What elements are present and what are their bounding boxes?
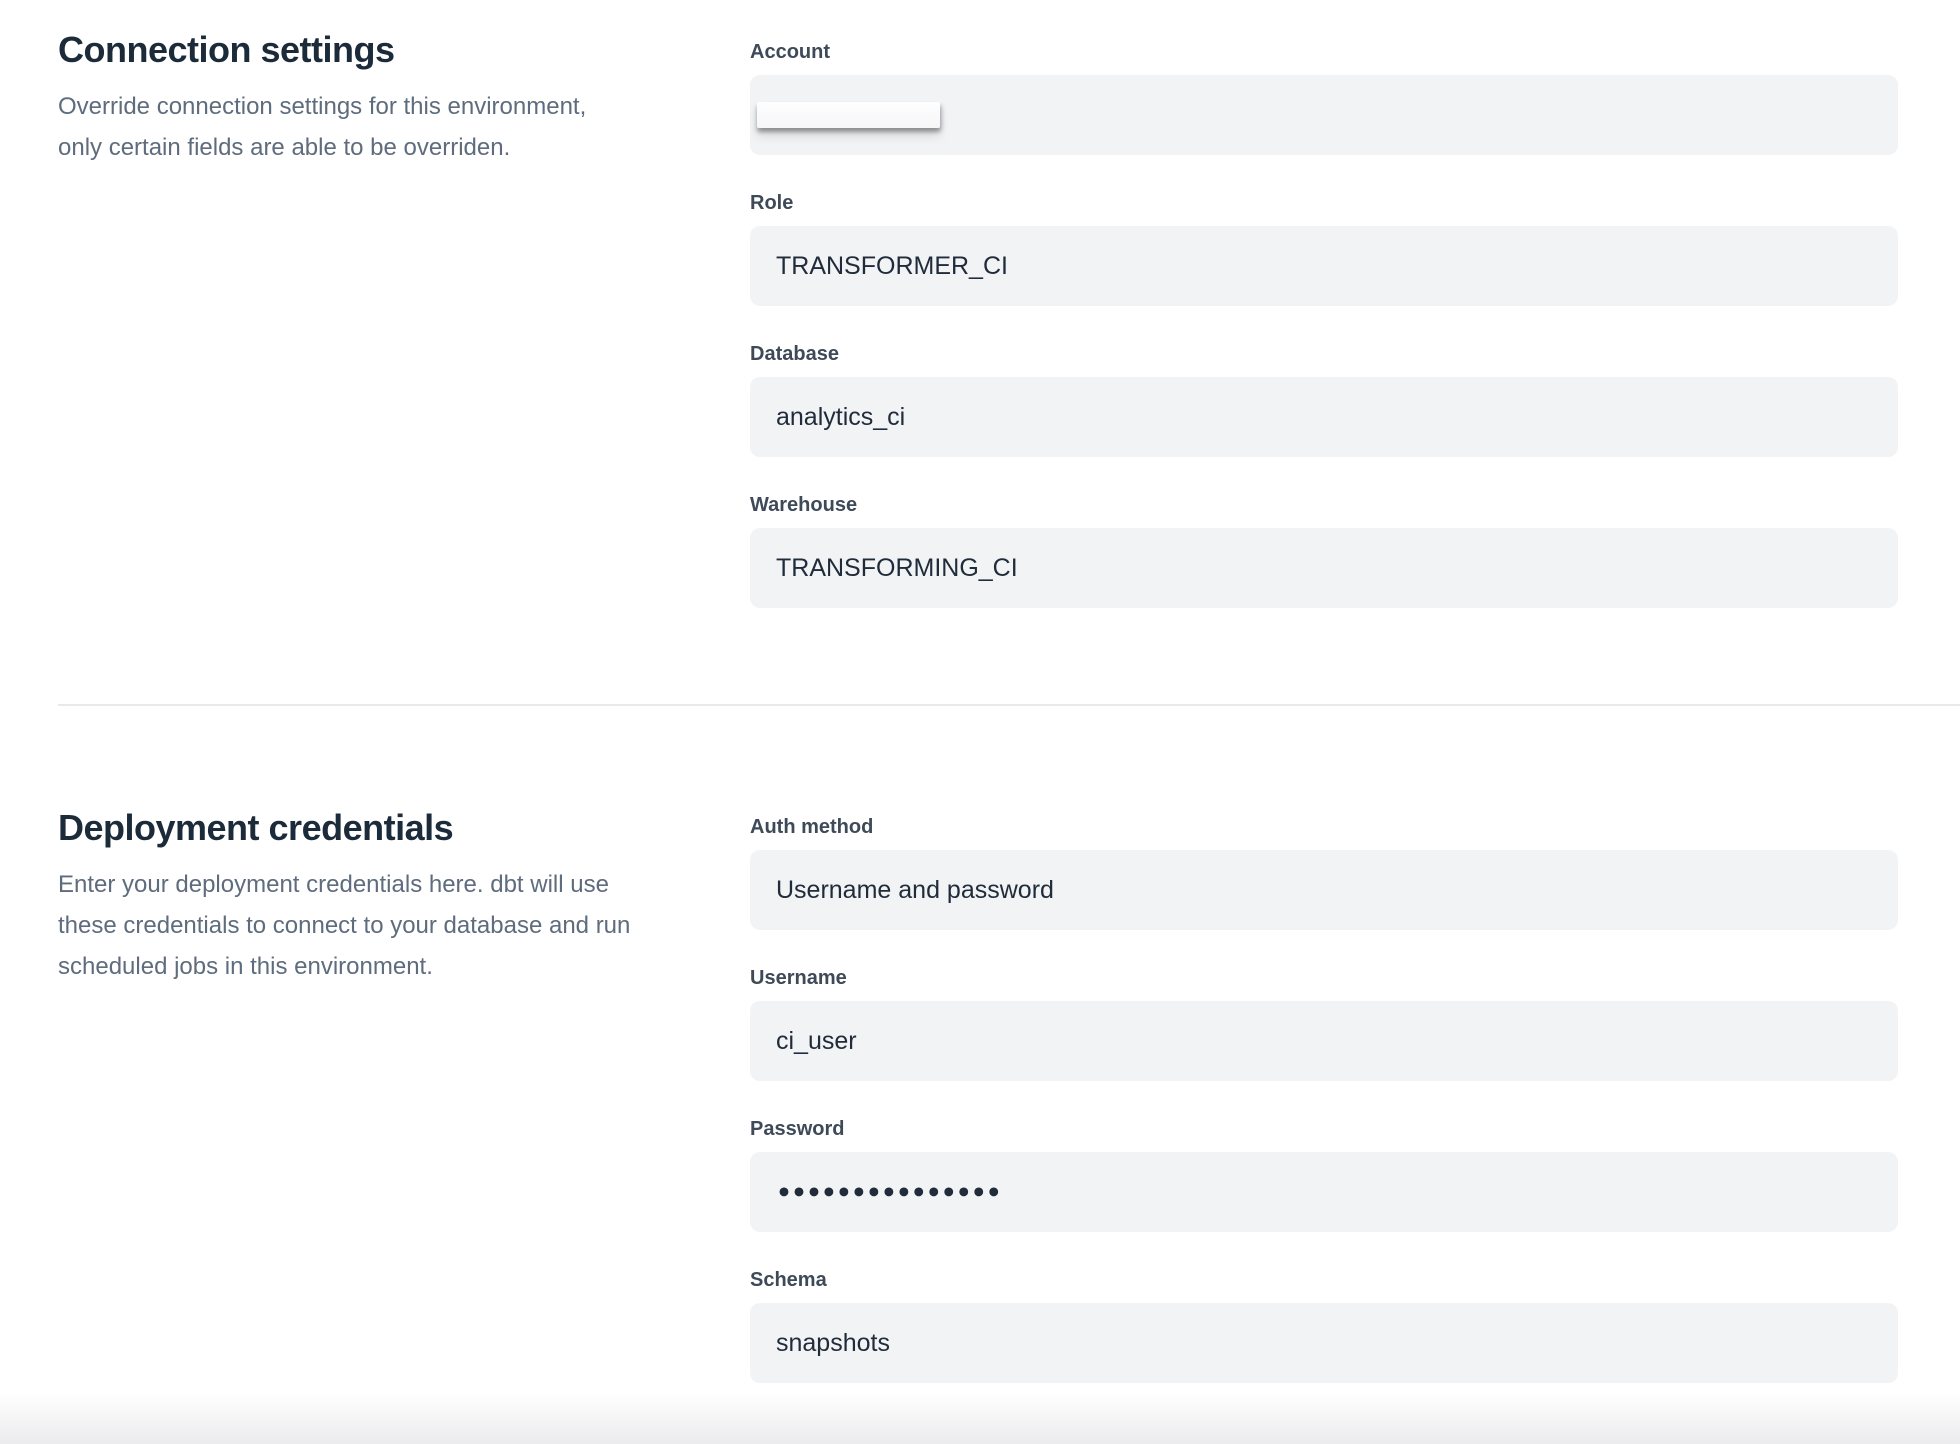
deployment-credentials-section: Deployment credentials Enter your deploy…	[0, 706, 1960, 1383]
database-label: Database	[750, 343, 839, 365]
role-label: Role	[750, 192, 794, 214]
field-group-auth-method: Auth method Username and password	[750, 815, 1898, 930]
deployment-credentials-description: Enter your deployment credentials here. …	[58, 864, 708, 987]
description-line: these credentials to connect to your dat…	[58, 912, 631, 939]
connection-settings-form: Account Role TRANSFORMER_CI Database ana…	[750, 0, 1898, 608]
warehouse-label: Warehouse	[750, 494, 858, 516]
warehouse-field[interactable]: TRANSFORMING_CI	[750, 528, 1898, 608]
field-group-schema: Schema snapshots	[750, 1268, 1898, 1383]
schema-field[interactable]: snapshots	[750, 1303, 1898, 1383]
description-line: Enter your deployment credentials here. …	[58, 871, 609, 898]
deployment-credentials-title: Deployment credentials	[58, 807, 454, 848]
auth-method-label: Auth method	[750, 816, 874, 838]
database-field[interactable]: analytics_ci	[750, 377, 1898, 457]
database-value: analytics_ci	[776, 402, 906, 431]
schema-label: Schema	[750, 1269, 827, 1291]
username-label: Username	[750, 967, 847, 989]
field-group-warehouse: Warehouse TRANSFORMING_CI	[750, 493, 1898, 608]
field-group-username: Username ci_user	[750, 966, 1898, 1081]
field-group-database: Database analytics_ci	[750, 342, 1898, 457]
connection-settings-intro: Connection settings Override connection …	[58, 0, 750, 168]
deployment-credentials-form: Auth method Username and password Userna…	[750, 706, 1898, 1383]
password-field[interactable]: •••••••••••••••	[750, 1152, 1898, 1232]
description-line: scheduled jobs in this environment.	[58, 953, 433, 980]
bottom-scroll-fade	[0, 1392, 1960, 1444]
role-field[interactable]: TRANSFORMER_CI	[750, 226, 1898, 306]
username-value: ci_user	[776, 1026, 857, 1055]
description-line: only certain fields are able to be overr…	[58, 134, 511, 161]
field-group-password: Password •••••••••••••••	[750, 1117, 1898, 1232]
auth-method-field[interactable]: Username and password	[750, 850, 1898, 930]
field-group-role: Role TRANSFORMER_CI	[750, 191, 1898, 306]
description-line: Override connection settings for this en…	[58, 93, 587, 120]
redaction-overlay	[757, 102, 940, 128]
account-field[interactable]	[750, 75, 1898, 155]
deployment-credentials-intro: Deployment credentials Enter your deploy…	[58, 706, 750, 987]
section-divider	[58, 704, 1960, 706]
auth-method-value: Username and password	[776, 875, 1054, 904]
connection-settings-title: Connection settings	[58, 29, 395, 70]
schema-value: snapshots	[776, 1328, 890, 1357]
connection-settings-section: Connection settings Override connection …	[0, 0, 1960, 608]
username-field[interactable]: ci_user	[750, 1001, 1898, 1081]
account-label: Account	[750, 41, 830, 63]
password-masked-value: •••••••••••••••	[776, 1177, 1002, 1207]
warehouse-value: TRANSFORMING_CI	[776, 553, 1018, 582]
field-group-account: Account	[750, 40, 1898, 155]
password-label: Password	[750, 1118, 845, 1140]
connection-settings-description: Override connection settings for this en…	[58, 86, 708, 168]
role-value: TRANSFORMER_CI	[776, 251, 1008, 280]
